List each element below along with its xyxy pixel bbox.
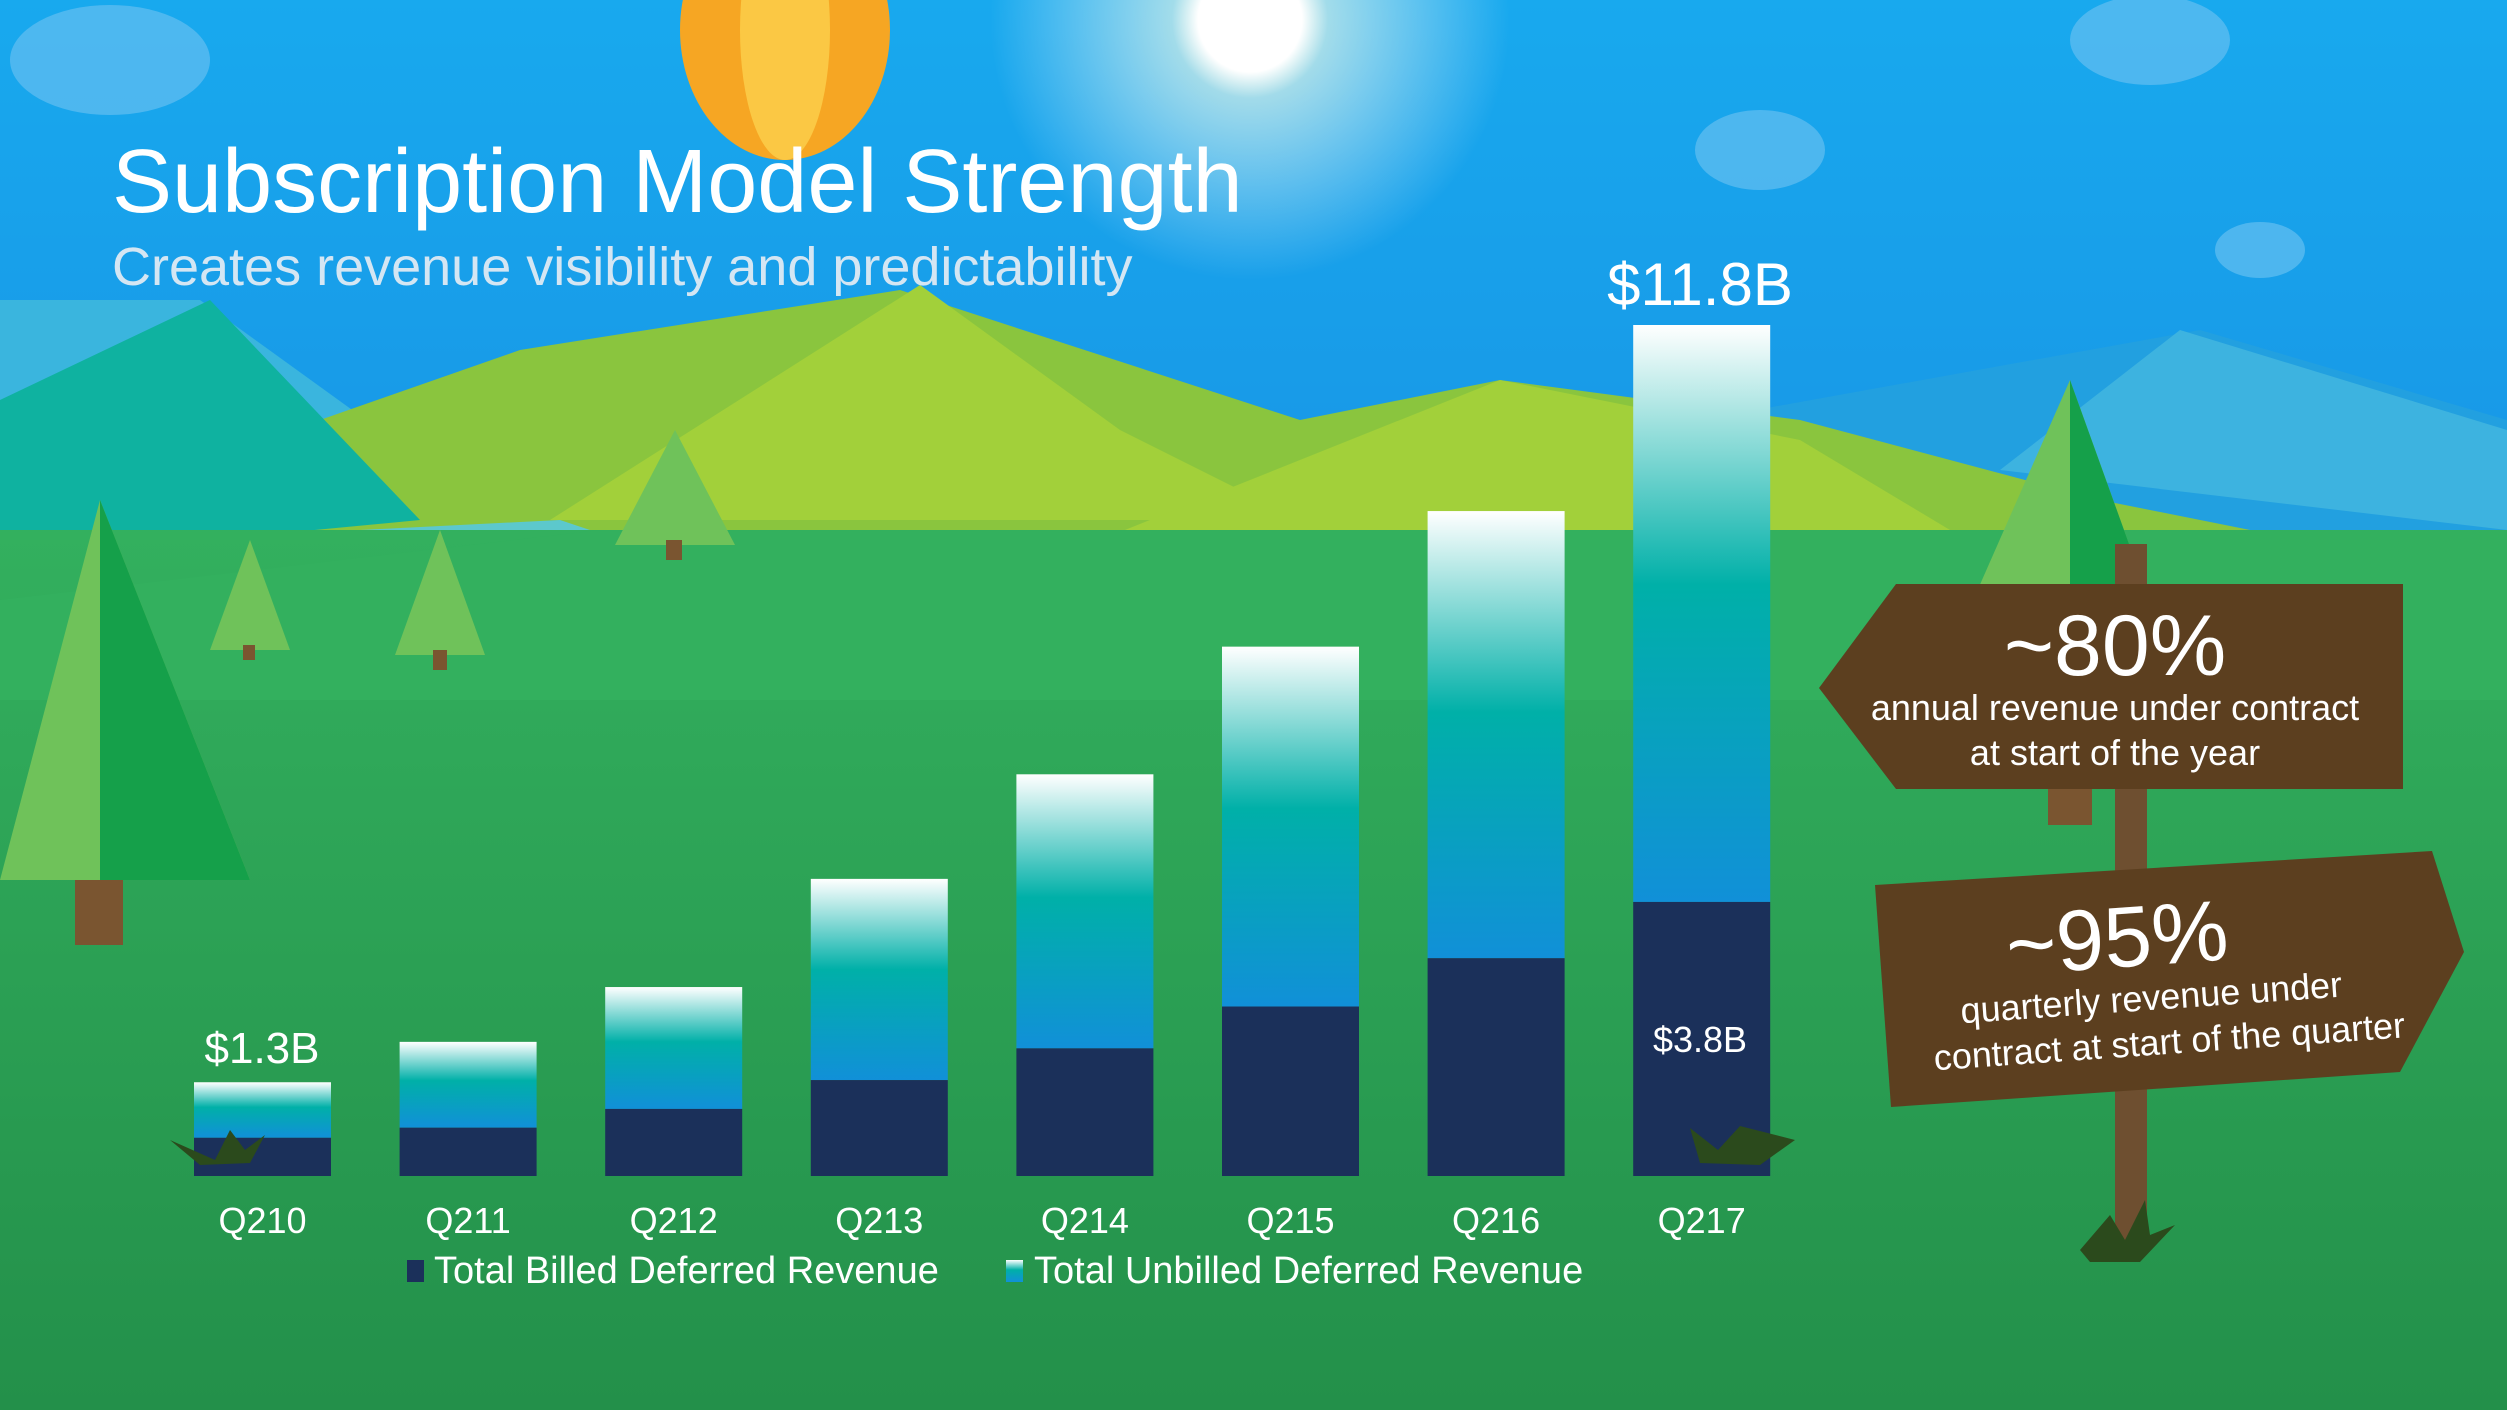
sign-annual-line1: annual revenue under contract — [1871, 687, 2359, 728]
sun-icon — [990, 0, 1510, 280]
bar-unbilled-Q210 — [194, 1082, 331, 1138]
bar-unbilled-Q216 — [1427, 511, 1565, 959]
legend-label-billed: Total Billed Deferred Revenue — [434, 1250, 939, 1292]
x-tick-label: Q216 — [1452, 1200, 1540, 1241]
bar-unbilled-Q214 — [1016, 774, 1154, 1049]
data-label-first-total: $1.3B — [205, 1024, 320, 1073]
data-label-last-total: $11.8B — [1607, 251, 1793, 318]
x-tick-label: Q213 — [835, 1200, 923, 1241]
x-tick-label: Q215 — [1246, 1200, 1334, 1241]
data-label-last-billed: $3.8B — [1653, 1019, 1747, 1060]
x-tick-label: Q214 — [1041, 1200, 1129, 1241]
bar-unbilled-Q215 — [1222, 646, 1359, 1007]
legend-swatch-billed — [407, 1260, 424, 1282]
x-tick-label: Q217 — [1658, 1200, 1746, 1241]
bar-billed-Q210 — [194, 1137, 331, 1176]
sign-quarterly-value: ~95% — [2003, 883, 2232, 994]
sign-annual: ~80% annual revenue under contract at st… — [1819, 584, 2403, 789]
legend: Total Billed Deferred Revenue Total Unbi… — [407, 1250, 1583, 1292]
bar-unbilled-Q213 — [810, 878, 948, 1081]
sign-annual-value: ~80% — [2004, 598, 2226, 694]
bar-billed-Q212 — [605, 1108, 743, 1176]
sign-annual-line2: at start of the year — [1970, 732, 2260, 773]
grass-icon — [2080, 1200, 2175, 1262]
legend-swatch-unbilled — [1006, 1260, 1023, 1282]
bar-billed-Q216 — [1427, 958, 1565, 1176]
bar-unbilled-Q211 — [399, 1041, 537, 1128]
page-title: Subscription Model Strength — [112, 132, 1243, 232]
x-tick-label: Q211 — [425, 1200, 510, 1241]
sign-quarterly: ~95% quarterly revenue under contract at… — [1875, 851, 2464, 1107]
x-tick-label: Q210 — [218, 1200, 306, 1241]
bar-billed-Q215 — [1222, 1006, 1359, 1176]
bar-billed-Q211 — [399, 1127, 537, 1176]
stacked-bar-chart: Q210 Q211 Q212 Q213 Q214 Q215 Q216 Q217 — [194, 325, 1771, 1241]
x-tick-label: Q212 — [630, 1200, 718, 1241]
balloon-icon — [680, 0, 890, 160]
bar-billed-Q214 — [1016, 1048, 1154, 1176]
bar-billed-Q213 — [810, 1080, 948, 1176]
cloud-icon — [10, 0, 2305, 278]
page-subtitle: Creates revenue visibility and predictab… — [112, 237, 1133, 297]
legend-label-unbilled: Total Unbilled Deferred Revenue — [1034, 1250, 1583, 1292]
bar-unbilled-Q217 — [1633, 325, 1771, 902]
bar-unbilled-Q212 — [605, 987, 743, 1109]
